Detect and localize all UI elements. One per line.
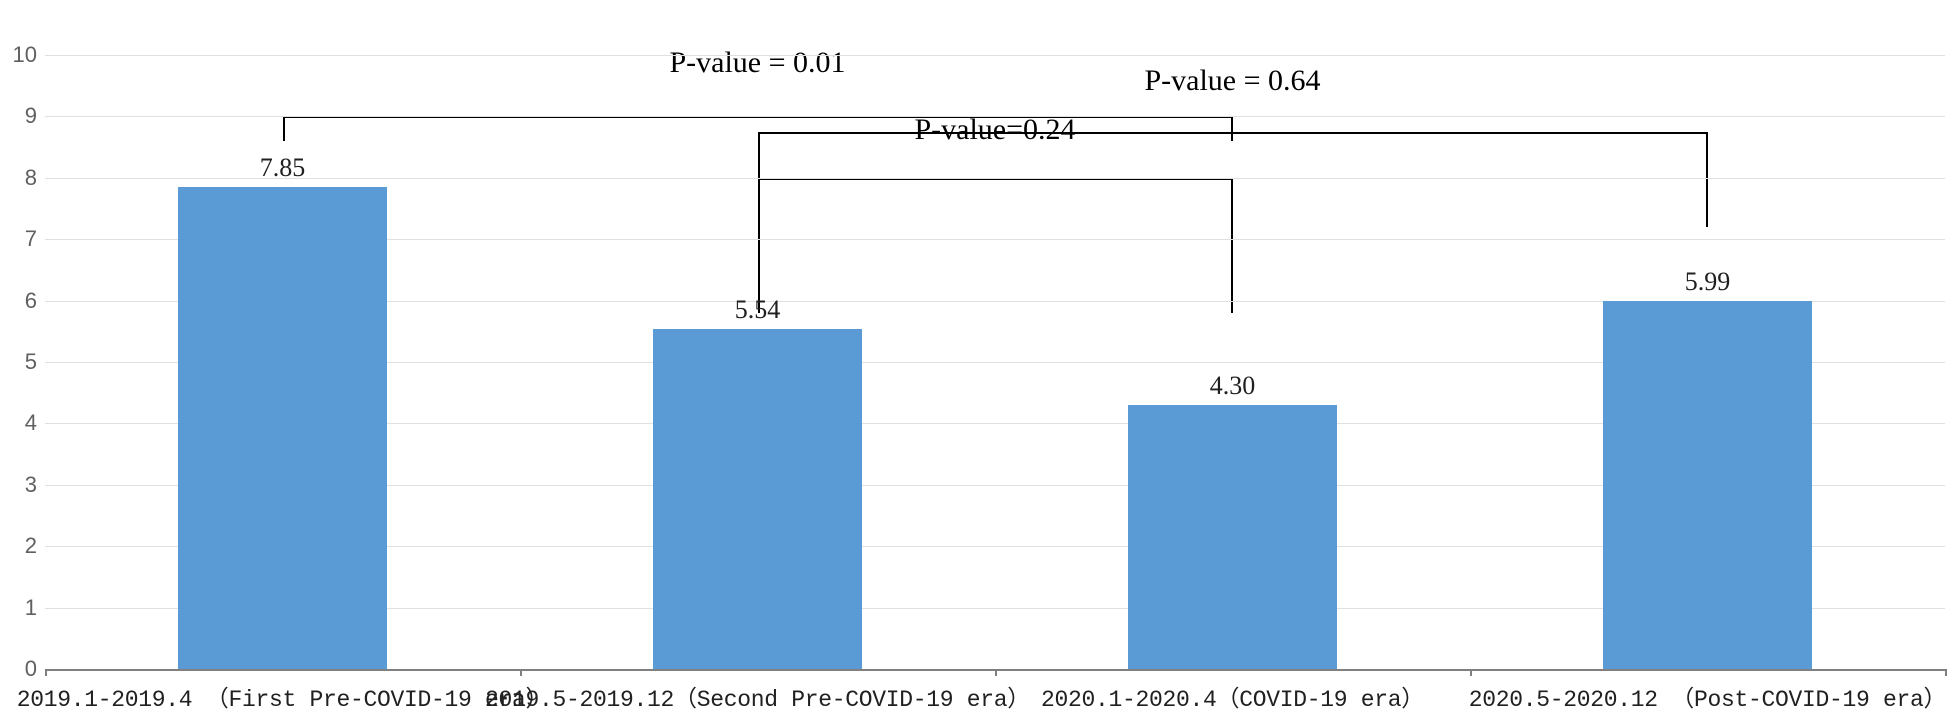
x-axis-label: 2020.5-2020.12 （Post-COVID-19 era） (1469, 669, 1946, 713)
y-tick-label: 10 (5, 42, 45, 68)
y-tick-label: 4 (5, 410, 45, 436)
x-tick-mark (520, 669, 522, 676)
gridline (45, 116, 1945, 117)
x-axis-label: 2019.5-2019.12（Second Pre-COVID-19 era） (485, 669, 1030, 713)
y-tick-label: 8 (5, 165, 45, 191)
x-tick-mark (1945, 669, 1947, 676)
x-axis-label: 2020.1-2020.4（COVID-19 era） (1041, 669, 1424, 713)
significance-bracket (758, 178, 1233, 313)
bar-value-label: 7.85 (260, 153, 306, 187)
y-tick-label: 7 (5, 226, 45, 252)
plot-area: P-value = 0.01P-value=0.24P-value = 0.64… (45, 55, 1945, 671)
y-tick-label: 9 (5, 103, 45, 129)
p-value-label: P-value = 0.64 (1144, 64, 1320, 98)
bar: 5.99 (1603, 301, 1812, 669)
bar-value-label: 4.30 (1210, 371, 1256, 405)
gridline (45, 55, 1945, 56)
x-tick-mark (45, 669, 47, 676)
y-tick-label: 5 (5, 349, 45, 375)
y-tick-label: 6 (5, 288, 45, 314)
x-tick-mark (995, 669, 997, 676)
bar-value-label: 5.54 (735, 295, 781, 329)
bar: 7.85 (178, 187, 387, 669)
y-tick-label: 3 (5, 472, 45, 498)
bar: 5.54 (653, 329, 862, 669)
significance-bracket (758, 132, 1708, 227)
bar-value-label: 5.99 (1685, 267, 1731, 301)
p-value-label: P-value=0.24 (914, 113, 1075, 147)
y-tick-label: 2 (5, 533, 45, 559)
bar: 4.30 (1128, 405, 1337, 669)
gridline (45, 178, 1945, 179)
y-tick-label: 1 (5, 595, 45, 621)
x-axis-label: 2019.1-2019.4 （First Pre-COVID-19 era） (17, 669, 548, 713)
x-tick-mark (1470, 669, 1472, 676)
bar-chart: P-value = 0.01 P-value=0.24 P-value = 0.64… (0, 0, 1960, 709)
significance-bracket (283, 116, 1233, 141)
p-value-label: P-value = 0.01 (669, 46, 845, 80)
